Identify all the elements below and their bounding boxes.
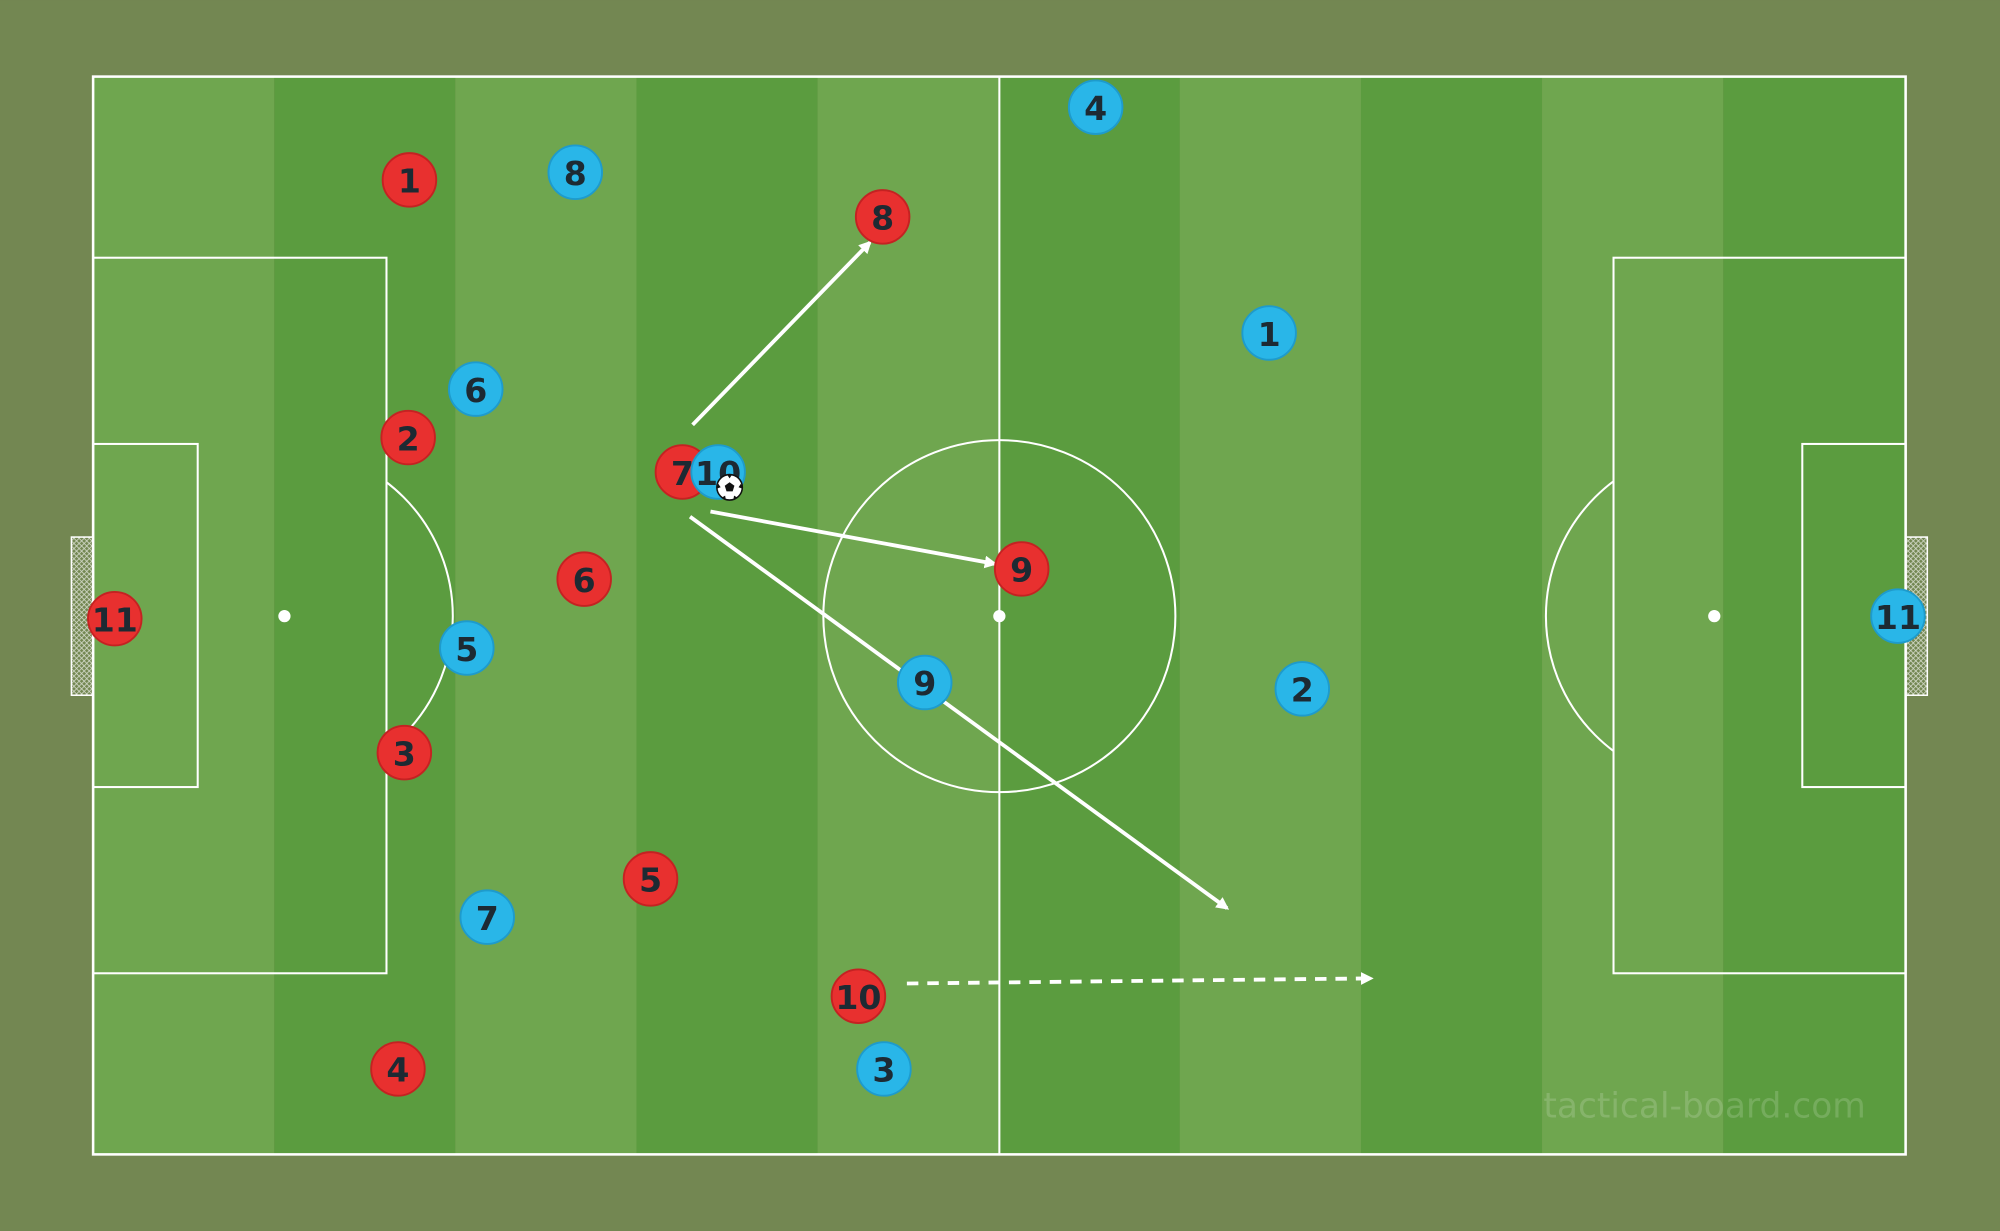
player-token [854, 189, 911, 245]
player-number: 4 [1084, 89, 1107, 128]
player-token [897, 654, 953, 711]
right-goal [1904, 536, 1929, 696]
center-spot [993, 610, 1006, 623]
player-token [1067, 79, 1124, 135]
player-number: 1 [398, 162, 421, 201]
player-token [556, 551, 612, 607]
player-blue-4[interactable]: 4 [1067, 79, 1124, 135]
arrows-layer [688, 240, 1374, 986]
player-number: 7 [476, 899, 499, 938]
player-token [370, 1041, 426, 1097]
pitch-stripe [1179, 76, 1361, 1155]
player-blue-9[interactable]: 9 [897, 654, 953, 711]
player-red-3[interactable]: 3 [376, 724, 433, 781]
player-token [459, 889, 515, 945]
player-blue-3[interactable]: 3 [856, 1041, 912, 1097]
player-number: 5 [639, 861, 662, 900]
player-blue-7[interactable]: 7 [459, 889, 515, 945]
pitch-stripes [93, 76, 1906, 1155]
player-red-2[interactable]: 2 [380, 409, 436, 466]
pass-arrow[interactable] [710, 509, 998, 569]
player-number: 7 [671, 454, 694, 493]
player-token [381, 152, 438, 208]
watermark: tactical-board.com [1543, 1086, 1865, 1126]
pitch-stripe [455, 76, 637, 1155]
player-red-10[interactable]: 10 [830, 968, 887, 1024]
player-number: 8 [871, 199, 894, 238]
player-blue-6[interactable]: 6 [448, 361, 504, 417]
player-token [448, 361, 504, 417]
player-number: 3 [872, 1051, 895, 1090]
pitch-stripe [1360, 76, 1543, 1155]
player-number: 1 [1258, 315, 1281, 354]
player-number: 9 [913, 664, 936, 703]
pitch-stripe [998, 76, 1180, 1155]
player-token [87, 590, 143, 647]
pass-arrow[interactable] [688, 515, 1230, 910]
player-number: 6 [464, 371, 487, 410]
player-token [1870, 588, 1926, 644]
player-token [439, 620, 495, 676]
player-number: 2 [397, 419, 420, 458]
player-blue-2[interactable]: 2 [1274, 661, 1331, 717]
player-token [380, 409, 436, 466]
player-red-1[interactable]: 1 [381, 152, 438, 208]
run-arrow[interactable] [906, 972, 1374, 986]
player-blue-8[interactable]: 8 [547, 144, 603, 201]
player-token [993, 541, 1050, 597]
pitch-stripe [274, 76, 456, 1155]
player-red-4[interactable]: 4 [370, 1041, 426, 1097]
player-blue-1[interactable]: 1 [1241, 305, 1297, 361]
player-token [622, 851, 679, 907]
player-number: 3 [393, 734, 416, 773]
pass-arrow[interactable] [691, 240, 872, 427]
left-penalty-spot [278, 610, 291, 623]
player-red-5[interactable]: 5 [622, 851, 679, 907]
pitch-stripe [636, 76, 818, 1155]
soccer-ball-icon[interactable] [716, 473, 744, 501]
right-penalty-arc [1544, 480, 1614, 753]
player-token [856, 1041, 912, 1097]
player-red-11[interactable]: 11 [87, 590, 143, 647]
player-number: 2 [1291, 671, 1314, 710]
pitch-stripe [1542, 76, 1724, 1155]
player-number: 4 [386, 1051, 409, 1090]
player-number: 5 [455, 630, 478, 669]
player-token [547, 144, 603, 201]
player-token [1241, 305, 1297, 361]
left-penalty-arc [386, 480, 454, 752]
player-number: 6 [573, 561, 596, 600]
player-number: 8 [564, 154, 587, 193]
player-red-9[interactable]: 9 [993, 541, 1050, 597]
player-number: 9 [1010, 551, 1033, 590]
right-penalty-spot [1708, 610, 1721, 623]
player-number: 11 [1875, 598, 1921, 637]
player-blue-11[interactable]: 11 [1870, 588, 1926, 644]
player-number: 10 [835, 978, 881, 1017]
player-token [376, 724, 433, 781]
player-token [830, 968, 887, 1024]
player-red-8[interactable]: 8 [854, 189, 911, 245]
player-token [1274, 661, 1331, 717]
player-blue-5[interactable]: 5 [439, 620, 495, 676]
player-red-6[interactable]: 6 [556, 551, 612, 607]
player-number: 11 [92, 600, 138, 639]
